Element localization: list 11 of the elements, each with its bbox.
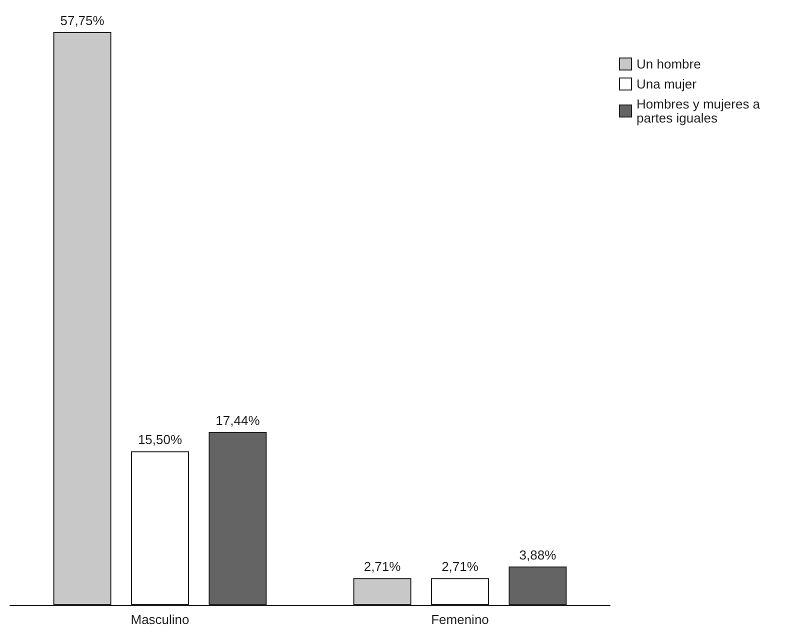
data-label: 3,88%	[519, 548, 557, 562]
data-label: 2,71%	[442, 559, 479, 574]
legend-label: Una mujer	[636, 76, 698, 92]
data-label: 57,75%	[60, 13, 105, 28]
data-label: 15,50%	[138, 432, 182, 448]
legend-label: Hombres y mujeres a partes iguales	[636, 96, 764, 126]
x-tick-label: Femenino	[431, 612, 489, 627]
legend-label: Un hombre	[636, 56, 701, 72]
data-label: 17,44%	[216, 412, 260, 428]
x-tick-label: Masculino	[130, 612, 190, 627]
data-label: 2,71%	[364, 559, 402, 574]
